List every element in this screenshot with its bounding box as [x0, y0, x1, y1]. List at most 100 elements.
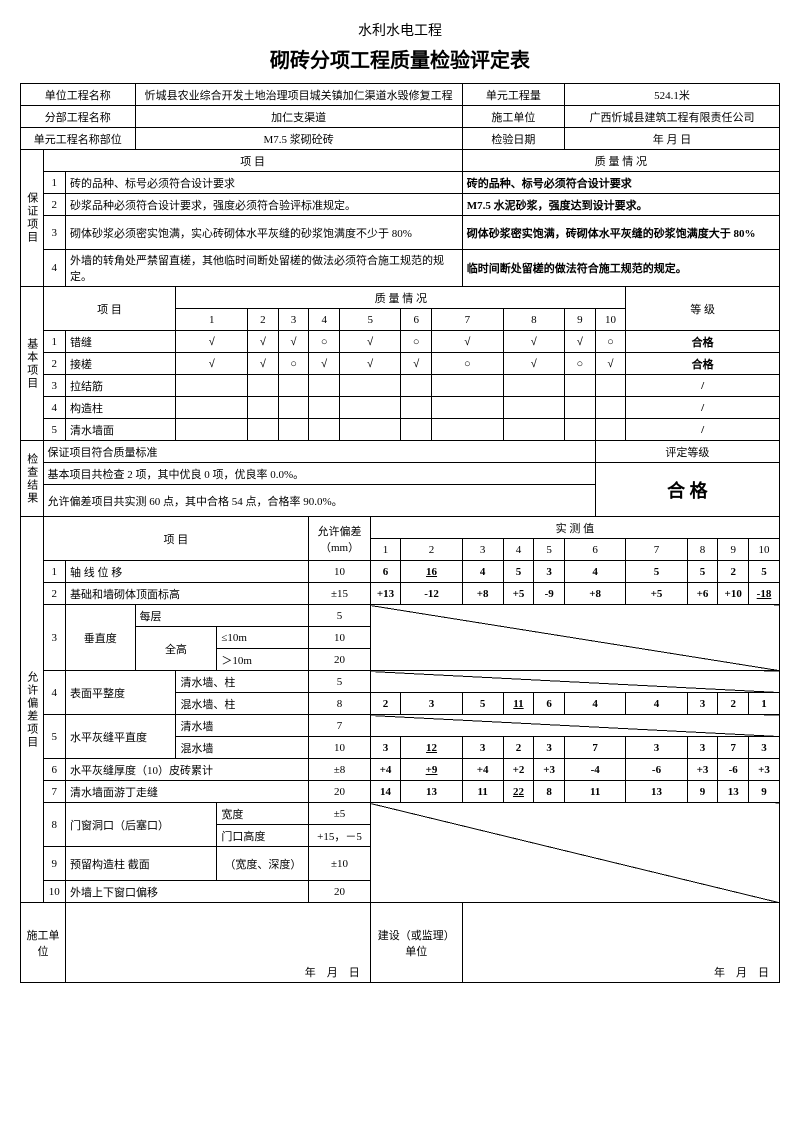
hdr-rv1: 524.1米: [565, 84, 780, 106]
sec3-r2: 基本项目共检查 2 项，其中优良 0 项，优良率 0.0%。: [43, 463, 595, 485]
cell: 11: [462, 781, 503, 803]
cell: 3: [749, 737, 780, 759]
cell: [248, 375, 279, 397]
cell: 5: [534, 539, 565, 561]
cell: [503, 419, 564, 441]
cell: 1: [749, 693, 780, 715]
sec2-row4: 4 构造柱 /: [21, 397, 780, 419]
sec3-r1: 保证项目符合质量标准: [43, 441, 595, 463]
cell: 10: [749, 539, 780, 561]
cell: 12: [401, 737, 462, 759]
cell: √: [309, 353, 340, 375]
cell: [176, 397, 248, 419]
cell: 3: [687, 693, 718, 715]
cell: 5: [462, 693, 503, 715]
cell: 1: [43, 331, 66, 353]
cell: ○: [432, 353, 504, 375]
cell: 22: [503, 781, 534, 803]
sec2-row3: 3 拉结筋 /: [21, 375, 780, 397]
hdr-v3: M7.5 浆砌砼砖: [135, 128, 462, 150]
cell: 16: [401, 561, 462, 583]
cell: [176, 419, 248, 441]
sec2-hdr1: 基本项目 项 目 质 量 情 况 等 级: [21, 287, 780, 309]
cell: [278, 419, 309, 441]
cell: /: [626, 375, 780, 397]
cell: 4: [565, 693, 626, 715]
cell: 混水墙、柱: [176, 693, 309, 715]
cell: √: [248, 331, 279, 353]
cell: √: [503, 331, 564, 353]
sec2-label: 基本项目: [21, 287, 44, 441]
cell: 9: [718, 539, 749, 561]
sec4-r2: 2 基础和墙砌体顶面标高 ±15 +13 -12 +8 +5 -9 +8 +5 …: [21, 583, 780, 605]
sec1-q3: 砌体砂浆密实饱满，砖砌体水平灰缝的砂浆饱满度大于 80%: [462, 216, 779, 250]
cell: 构造柱: [66, 397, 176, 419]
sec1-row-4: 4 外墙的转角处严禁留直槎，其他临时间断处留槎的做法必须符合施工规范的规定。 临…: [21, 250, 780, 287]
cell: 5: [687, 561, 718, 583]
cell: √: [176, 331, 248, 353]
sec2-row2: 2 接槎 √ √ ○ √ √ √ ○ √ ○ √ 合格: [21, 353, 780, 375]
cell: 1: [370, 539, 401, 561]
cell: 错缝: [66, 331, 176, 353]
cell: 轴 线 位 移: [66, 561, 309, 583]
cell: /: [626, 397, 780, 419]
sec4-r8a: 8 门窗洞口（后塞口） 宽度 ±5: [21, 803, 780, 825]
sec2-n6: 6: [401, 309, 432, 331]
cell: √: [503, 353, 564, 375]
cell: √: [595, 353, 626, 375]
cell: ○: [278, 353, 309, 375]
cell: 10: [309, 561, 370, 583]
cell: 20: [309, 781, 370, 803]
sec2-n1: 1: [176, 309, 248, 331]
cell: 合格: [626, 331, 780, 353]
cell: [565, 375, 596, 397]
sec2-n4: 4: [309, 309, 340, 331]
cell: [503, 375, 564, 397]
slash-cell: [370, 803, 779, 903]
cell: 8: [43, 803, 66, 847]
cell: 10: [309, 627, 370, 649]
sec4-r5a: 5 水平灰缝平直度 清水墙 7: [21, 715, 780, 737]
ftr-l: 施工单位: [21, 903, 66, 983]
cell: √: [176, 353, 248, 375]
hdr-r1: 单元工程量: [462, 84, 564, 106]
cell: +8: [462, 583, 503, 605]
ftr-rd: 年 月 日: [462, 903, 779, 983]
cell: -6: [718, 759, 749, 781]
cell: -9: [534, 583, 565, 605]
cell: 清水墙: [176, 715, 309, 737]
sec4-r1: 1 轴 线 位 移 10 6 16 4 5 3 4 5 5 2 5: [21, 561, 780, 583]
cell: +3: [749, 759, 780, 781]
cell: [595, 397, 626, 419]
hdr-v1: 忻城县农业综合开发土地治理项目城关镇加仁渠道水毁修复工程: [135, 84, 462, 106]
cell: 2: [718, 693, 749, 715]
sec1-n3: 3: [43, 216, 66, 250]
cell: [432, 375, 504, 397]
cell: -12: [401, 583, 462, 605]
hdr-rv2: 广西忻城县建筑工程有限责任公司: [565, 106, 780, 128]
cell: [503, 397, 564, 419]
sec2-n8: 8: [503, 309, 564, 331]
cell: ±5: [309, 803, 370, 825]
sec1-q2: M7.5 水泥砂浆，强度达到设计要求。: [462, 194, 779, 216]
sec1-hdr: 保证项目 项 目 质 量 情 况: [21, 150, 780, 172]
cell: /: [626, 419, 780, 441]
cell: 3: [534, 561, 565, 583]
cell: 8: [534, 781, 565, 803]
cell: 水平灰缝平直度: [66, 715, 176, 759]
cell: 清水墙面游丁走缝: [66, 781, 309, 803]
cell: 清水墙、柱: [176, 671, 309, 693]
cell: 4: [43, 397, 66, 419]
cell: √: [278, 331, 309, 353]
hdr-row-1: 单位工程名称 忻城县农业综合开发土地治理项目城关镇加仁渠道水毁修复工程 单元工程…: [21, 84, 780, 106]
cell: 3: [401, 693, 462, 715]
cell: +6: [687, 583, 718, 605]
cell: 5: [309, 605, 370, 627]
sec1-q1: 砖的品种、标号必须符合设计要求: [462, 172, 779, 194]
sec1-p4: 外墙的转角处严禁留直槎，其他临时间断处留槎的做法必须符合施工规范的规定。: [66, 250, 463, 287]
sec4-r6: 6 水平灰缝厚度（10）皮砖累计 ±8 +4 +9 +4 +2 +3 -4 -6…: [21, 759, 780, 781]
cell: 3: [626, 737, 687, 759]
cell: ○: [309, 331, 340, 353]
cell: [432, 397, 504, 419]
cell: 9: [43, 847, 66, 881]
